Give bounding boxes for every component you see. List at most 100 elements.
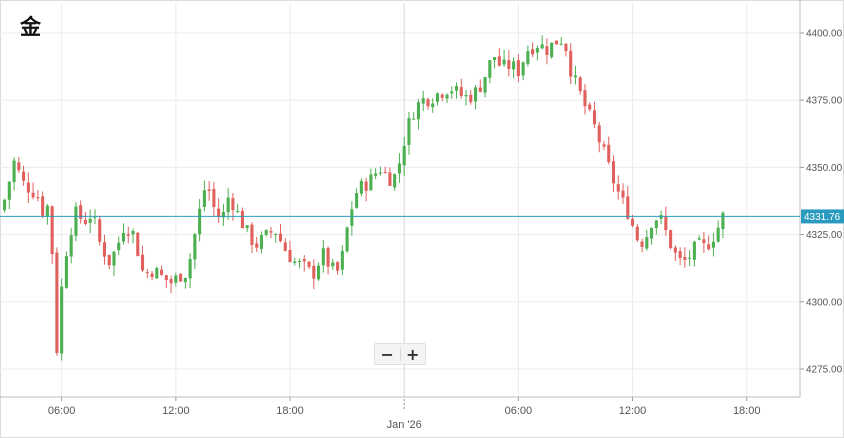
- candle-body: [136, 232, 140, 257]
- candle-up: [454, 82, 459, 99]
- candle-body: [79, 205, 83, 219]
- candle-down: [240, 207, 244, 229]
- candle-up: [493, 56, 497, 69]
- candle-body: [179, 273, 183, 282]
- candle-down: [255, 236, 259, 252]
- candle-down: [307, 260, 311, 270]
- candle-down: [278, 223, 283, 243]
- x-tick-label: 12:00: [162, 405, 190, 417]
- candle-body: [669, 230, 673, 249]
- zoom-in-button[interactable]: +: [406, 344, 420, 364]
- candle-up: [121, 223, 126, 245]
- candle-body: [535, 47, 539, 53]
- candle-up: [521, 61, 525, 81]
- candle-body: [17, 162, 21, 171]
- y-tick-label: 4275.00: [806, 365, 843, 376]
- candle-body: [174, 275, 178, 283]
- candle-down: [635, 224, 639, 243]
- candle-body: [592, 110, 597, 125]
- candle-body: [22, 171, 26, 181]
- candle-up: [221, 203, 225, 226]
- candle-body: [578, 77, 582, 92]
- candle-body: [183, 277, 187, 283]
- candle-body: [36, 197, 40, 199]
- candle-body: [31, 192, 35, 198]
- candle-down: [269, 226, 273, 239]
- candle-body: [635, 226, 639, 241]
- candle-up: [692, 240, 696, 267]
- candle-down: [602, 140, 606, 151]
- candle-body: [107, 254, 111, 266]
- candle-up: [3, 198, 7, 213]
- candle-body: [317, 265, 321, 280]
- candle-body: [293, 261, 297, 264]
- candle-down: [569, 43, 573, 84]
- candle-down: [554, 40, 558, 45]
- y-tick-label: 4400.00: [806, 29, 843, 40]
- candle-up: [60, 278, 64, 361]
- candle-body: [488, 60, 492, 78]
- candle-body: [554, 40, 558, 45]
- candle-up: [535, 45, 539, 61]
- candle-body: [41, 196, 45, 216]
- candle-body: [716, 227, 720, 242]
- x-tick-label: 18:00: [733, 405, 761, 417]
- candle-down: [17, 156, 21, 173]
- candles: [3, 35, 725, 361]
- candle-down: [640, 238, 644, 253]
- candle-body: [155, 268, 159, 279]
- candle-down: [459, 78, 463, 99]
- candle-down: [592, 101, 597, 128]
- y-tick-label: 4350.00: [806, 163, 843, 174]
- candle-body: [69, 235, 73, 257]
- candle-body: [521, 62, 525, 76]
- candle-up: [264, 229, 268, 237]
- candle-down: [564, 42, 568, 57]
- candle-down: [326, 246, 330, 275]
- candle-body: [288, 249, 292, 263]
- candle-up: [550, 42, 554, 59]
- candle-down: [673, 245, 677, 262]
- candle-up: [402, 136, 406, 177]
- candle-down: [31, 182, 35, 200]
- candle-down: [683, 247, 687, 268]
- candle-up: [226, 188, 230, 220]
- candle-body: [440, 94, 444, 98]
- candle-down: [36, 189, 40, 202]
- candle-up: [340, 245, 344, 276]
- candle-body: [64, 256, 68, 288]
- zoom-out-button[interactable]: −: [380, 344, 394, 364]
- candle-down: [41, 191, 45, 219]
- candle-down: [578, 76, 582, 95]
- candle-down: [630, 214, 635, 228]
- candle-down: [217, 198, 221, 224]
- candle-body: [393, 174, 397, 188]
- last-price-tag: [801, 209, 844, 224]
- x-tick-label: Jan '26: [387, 419, 422, 431]
- candle-body: [164, 275, 168, 281]
- candle-down: [26, 172, 30, 204]
- candle-body: [7, 181, 11, 200]
- candle-up: [450, 86, 454, 99]
- candle-up: [69, 227, 73, 264]
- candle-down: [611, 155, 616, 193]
- candle-body: [650, 228, 654, 239]
- candle-up: [526, 45, 530, 67]
- candle-body: [559, 43, 563, 45]
- candle-body: [573, 75, 577, 78]
- candle-up: [259, 231, 264, 254]
- candle-down: [440, 93, 444, 102]
- candle-down: [497, 48, 501, 67]
- candle-down: [588, 102, 592, 112]
- candle-up: [483, 76, 487, 98]
- candle-body: [426, 99, 430, 107]
- candle-body: [583, 90, 587, 107]
- candle-down: [383, 166, 387, 174]
- candle-up: [202, 180, 206, 212]
- candle-body: [478, 87, 482, 92]
- candle-down: [516, 53, 520, 83]
- y-tick-label: 4300.00: [806, 297, 843, 308]
- candle-body: [454, 86, 459, 91]
- candle-up: [274, 233, 278, 243]
